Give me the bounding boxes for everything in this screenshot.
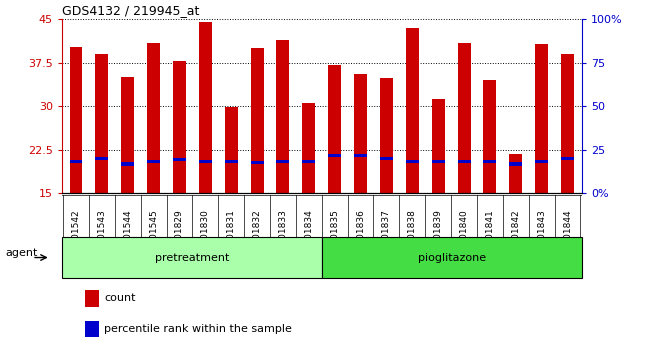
Text: GSM201834: GSM201834 — [304, 209, 313, 264]
Bar — [484, 80, 497, 193]
Bar — [199, 160, 212, 163]
Bar — [561, 157, 574, 160]
Text: GSM201838: GSM201838 — [408, 209, 417, 264]
Bar — [458, 160, 471, 163]
Bar — [535, 160, 548, 163]
Text: agent: agent — [5, 248, 37, 258]
Text: GSM201836: GSM201836 — [356, 209, 365, 264]
Bar — [199, 22, 212, 193]
Text: GSM201833: GSM201833 — [278, 209, 287, 264]
Bar — [406, 28, 419, 193]
Text: GSM201842: GSM201842 — [512, 209, 520, 264]
Bar — [302, 103, 315, 193]
Bar — [96, 54, 109, 193]
Bar — [96, 157, 109, 160]
Bar — [122, 162, 134, 166]
Text: GSM201832: GSM201832 — [253, 209, 261, 264]
Text: GSM201844: GSM201844 — [563, 209, 572, 264]
Text: GSM201545: GSM201545 — [149, 209, 158, 264]
Bar — [302, 160, 315, 163]
Text: GSM201543: GSM201543 — [98, 209, 107, 264]
Text: GSM201831: GSM201831 — [227, 209, 236, 264]
Bar — [322, 237, 582, 278]
Bar — [406, 160, 419, 163]
Text: percentile rank within the sample: percentile rank within the sample — [104, 324, 292, 334]
Text: GSM201841: GSM201841 — [486, 209, 495, 264]
Bar — [147, 160, 160, 163]
Bar — [70, 47, 83, 193]
Bar — [510, 154, 522, 193]
Bar — [354, 154, 367, 157]
Text: GSM201839: GSM201839 — [434, 209, 443, 264]
Bar — [561, 54, 574, 193]
Text: GSM201544: GSM201544 — [124, 209, 132, 264]
Bar — [380, 79, 393, 193]
Bar — [147, 42, 160, 193]
Bar — [251, 48, 263, 193]
Text: GDS4132 / 219945_at: GDS4132 / 219945_at — [62, 4, 199, 17]
Bar — [535, 44, 548, 193]
Text: GSM201830: GSM201830 — [201, 209, 210, 264]
Text: GSM201837: GSM201837 — [382, 209, 391, 264]
Bar — [276, 160, 289, 163]
Bar — [225, 160, 238, 163]
Bar — [432, 99, 445, 193]
Bar — [328, 64, 341, 193]
Bar — [458, 42, 471, 193]
Bar — [173, 158, 186, 161]
Bar — [380, 157, 393, 160]
Text: GSM201542: GSM201542 — [72, 209, 81, 264]
Bar — [354, 74, 367, 193]
Text: GSM201835: GSM201835 — [330, 209, 339, 264]
Text: GSM201840: GSM201840 — [460, 209, 469, 264]
Bar — [84, 290, 99, 307]
Bar — [70, 160, 83, 163]
Text: GSM201843: GSM201843 — [537, 209, 546, 264]
Bar — [225, 107, 238, 193]
Text: pretreatment: pretreatment — [155, 252, 229, 263]
Bar — [122, 77, 134, 193]
Text: count: count — [104, 293, 135, 303]
Bar — [62, 237, 322, 278]
Bar — [484, 160, 497, 163]
Bar — [276, 40, 289, 193]
Bar — [173, 61, 186, 193]
Bar — [251, 161, 263, 164]
Bar — [84, 320, 99, 337]
Bar — [510, 162, 522, 166]
Bar — [432, 160, 445, 163]
Bar — [328, 154, 341, 157]
Text: GSM201829: GSM201829 — [175, 209, 184, 264]
Text: pioglitazone: pioglitazone — [418, 252, 486, 263]
